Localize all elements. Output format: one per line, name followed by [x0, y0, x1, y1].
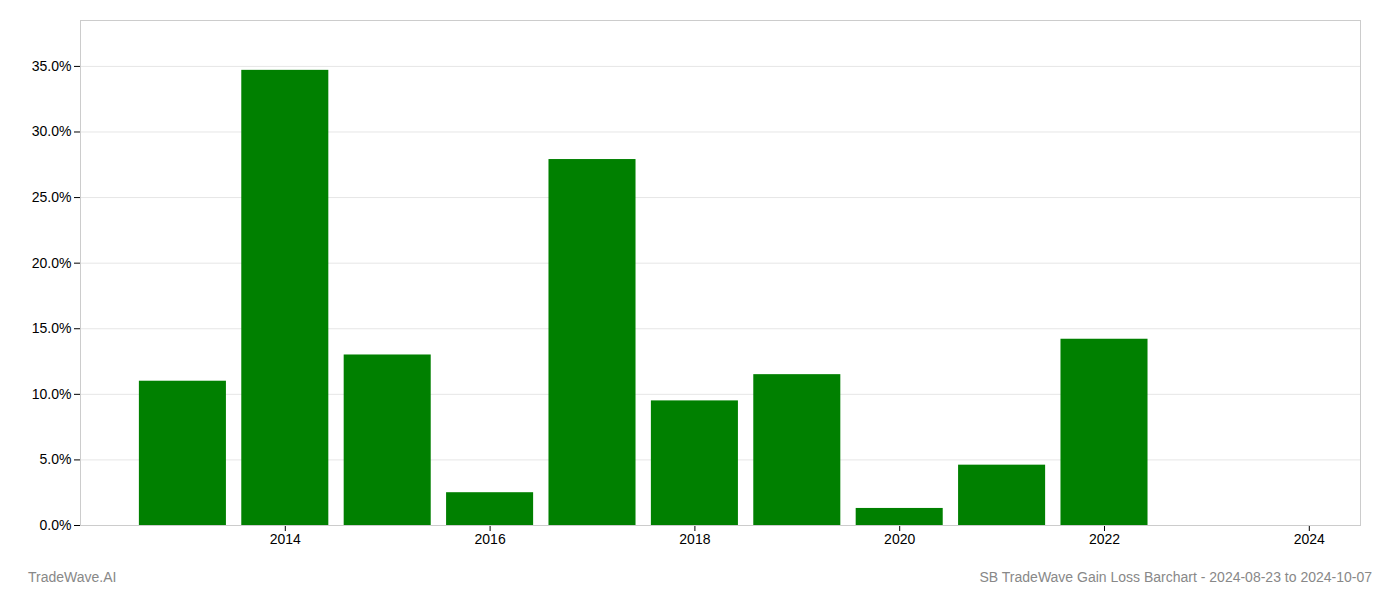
svg-text:2020: 2020	[884, 531, 915, 547]
svg-text:2022: 2022	[1089, 531, 1120, 547]
svg-text:30.0%: 30.0%	[32, 123, 72, 139]
html-text:TradeWave.AI: TradeWave.AI	[28, 569, 117, 585]
svg-text:25.0%: 25.0%	[32, 189, 72, 205]
svg-text:15.0%: 15.0%	[32, 320, 72, 336]
svg-text:2024: 2024	[1294, 531, 1325, 547]
svg-text:2018: 2018	[679, 531, 710, 547]
svg-text:2014: 2014	[270, 531, 301, 547]
svg-text:2016: 2016	[475, 531, 506, 547]
svg-text:0.0%: 0.0%	[40, 517, 72, 533]
svg-text:20.0%: 20.0%	[32, 255, 72, 271]
svg-text:5.0%: 5.0%	[40, 451, 72, 467]
svg-text:10.0%: 10.0%	[32, 386, 72, 402]
svg-text:35.0%: 35.0%	[32, 58, 72, 74]
html-text:SB TradeWave Gain Loss Barchar: SB TradeWave Gain Loss Barchart - 2024-0…	[979, 569, 1372, 585]
